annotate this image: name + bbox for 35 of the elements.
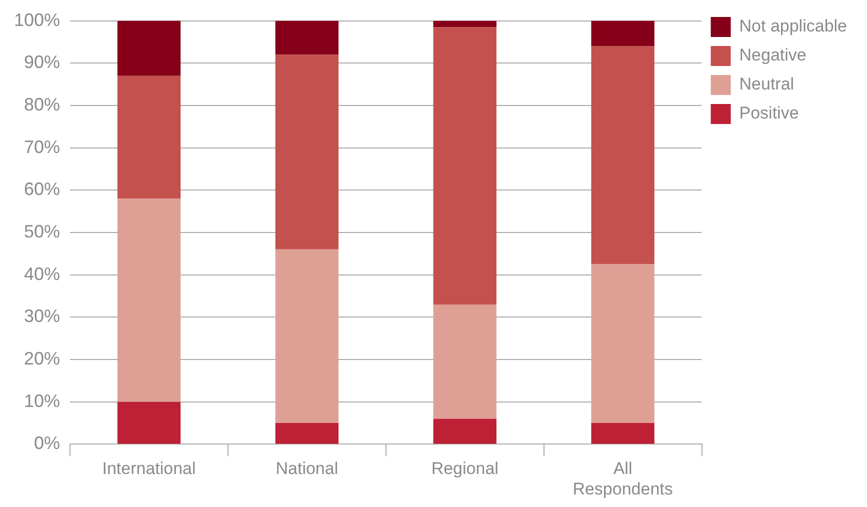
bar: [433, 304, 496, 419]
y-tick-label: 80%: [24, 94, 60, 114]
bar: [591, 20, 654, 46]
x-tick-label: All Respondents: [572, 459, 673, 498]
bar: [433, 27, 496, 304]
bar: [433, 20, 496, 28]
y-tick-label: 60%: [24, 179, 60, 200]
y-tick-label: 50%: [24, 221, 60, 242]
y-tick-label: 90%: [24, 52, 60, 72]
bar: [275, 423, 339, 444]
x-tick-label: National: [276, 459, 338, 478]
bar: [117, 76, 181, 199]
bar: [275, 249, 339, 424]
y-tick-label: 0%: [34, 433, 60, 454]
bar: [117, 198, 181, 402]
legend-label: Not applicable: [739, 16, 848, 36]
x-tick-label: International: [102, 459, 196, 478]
bar: [275, 54, 339, 250]
legend-label: Positive: [739, 104, 799, 123]
x-tick-label: Regional: [431, 459, 498, 478]
y-tick-label: 10%: [24, 390, 60, 411]
y-tick-label: 40%: [24, 264, 60, 284]
bar: [591, 423, 654, 444]
bar: [117, 20, 181, 76]
bar: [433, 418, 496, 444]
bar: [117, 402, 181, 444]
legend-label: Neutral: [739, 74, 794, 94]
y-tick-label: 30%: [24, 306, 60, 326]
bar: [591, 264, 654, 424]
y-tick-label: 20%: [24, 348, 60, 368]
bar: [591, 46, 654, 264]
bar: [275, 20, 339, 55]
y-tick-label: 70%: [24, 136, 60, 157]
legend-label: Negative: [739, 46, 806, 65]
y-tick-label: 100%: [14, 10, 60, 30]
